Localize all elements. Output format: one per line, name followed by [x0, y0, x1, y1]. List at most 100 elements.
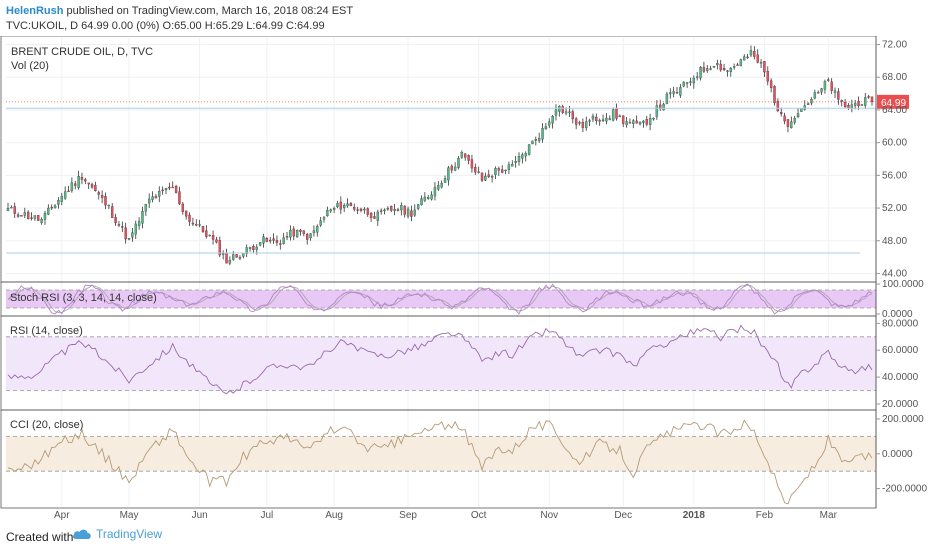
candle-body — [548, 121, 551, 126]
candle-body — [692, 77, 696, 84]
candle-body — [870, 96, 874, 103]
candle-body — [766, 71, 769, 82]
last-price-label: 64.99 — [881, 98, 906, 109]
candle-body — [127, 238, 131, 240]
candle-body — [776, 101, 780, 112]
candle-body — [356, 209, 359, 211]
candle-body — [521, 154, 524, 159]
candle-body — [652, 117, 655, 120]
candle-body — [80, 176, 84, 180]
rsi-band — [6, 336, 876, 391]
candle-body — [689, 81, 692, 83]
candle-body — [285, 236, 289, 238]
candle-body — [282, 237, 285, 244]
price-chart[interactable]: 64.99 Apr May Jun Jul Aug Sep Oct Nov Dec 2018 Feb… — [0, 36, 932, 524]
y-tick-label: 60.00 — [882, 138, 907, 149]
candle-body — [615, 108, 618, 119]
candle-body — [504, 169, 507, 172]
candle-body — [642, 120, 645, 123]
candle-body — [753, 51, 756, 57]
candle-body — [662, 103, 665, 111]
candle-body — [581, 121, 585, 128]
candle-body — [736, 64, 739, 66]
candle-body — [269, 239, 272, 242]
chart-header: HelenRush published on TradingView.com, … — [0, 0, 932, 36]
candle-body — [773, 86, 776, 104]
candle-body — [464, 153, 467, 158]
y-tick-label: 52.00 — [882, 203, 907, 214]
candle-body — [137, 221, 141, 226]
candle-body — [827, 79, 830, 81]
y-tick-label: 72.00 — [882, 40, 907, 51]
y-tick-label: 48.00 — [882, 236, 907, 247]
candle-body — [43, 212, 47, 220]
author-link[interactable]: HelenRush — [6, 5, 64, 17]
candle-body — [84, 179, 87, 182]
candle-body — [50, 206, 53, 209]
candle-body — [184, 210, 188, 217]
x-tick-label: Mar — [820, 510, 838, 521]
candle-body — [622, 115, 625, 124]
candle-body — [90, 184, 94, 188]
candle-body — [790, 121, 793, 129]
candle-body — [195, 224, 198, 226]
candle-body — [682, 81, 685, 87]
candle-body — [6, 208, 10, 211]
candle-body — [857, 101, 860, 107]
chart-title: BRENT CRUDE OIL, D, TVC — [11, 46, 153, 58]
candle-body — [494, 168, 497, 175]
tradingview-brand[interactable]: TradingView — [72, 527, 162, 541]
candle-body — [342, 205, 346, 209]
candle-body — [97, 192, 100, 195]
candle-body — [379, 210, 383, 212]
candle-body — [117, 224, 121, 226]
candle-body — [406, 208, 410, 217]
candle-body — [208, 234, 211, 237]
candle-body — [10, 206, 13, 209]
candle-body — [840, 100, 843, 102]
candle-body — [413, 209, 416, 216]
candle-body — [410, 210, 413, 217]
candle-body — [158, 190, 161, 197]
rsi-line — [7, 324, 873, 395]
candle-body — [242, 253, 245, 257]
candle-body — [349, 203, 353, 207]
candle-body — [514, 161, 517, 163]
candle-body — [729, 68, 732, 72]
candle-body — [628, 122, 632, 124]
candle-body — [326, 210, 329, 217]
candle-body — [453, 166, 457, 171]
x-tick-label: Dec — [614, 510, 632, 521]
candle-body — [33, 215, 37, 219]
publish-text: published on TradingView.com, March 16, … — [63, 5, 354, 17]
rsi-tick-label: 20.0000 — [882, 399, 919, 410]
candle-body — [53, 205, 57, 209]
candle-body — [817, 92, 820, 94]
candle-body — [336, 203, 339, 208]
candle-body — [131, 232, 134, 238]
candle-body — [675, 92, 679, 94]
candle-body — [558, 106, 561, 112]
candle-body — [178, 191, 181, 205]
candle-body — [860, 104, 864, 106]
candle-body — [564, 111, 568, 114]
candle-body — [433, 187, 437, 197]
candle-body — [793, 118, 796, 123]
candle-body — [57, 200, 60, 205]
candle-body — [450, 165, 453, 171]
candle-body — [531, 140, 534, 145]
candle-body — [228, 260, 232, 264]
stoch-rsi-tick-label: 100.0000 — [882, 279, 924, 290]
candle-body — [655, 105, 659, 117]
x-tick-label: 2018 — [683, 510, 706, 521]
candle-body — [490, 176, 494, 178]
candle-body — [544, 126, 548, 129]
candle-body — [23, 212, 27, 216]
candle-body — [134, 223, 137, 235]
rsi-label: RSI (14, close) — [10, 325, 83, 337]
candle-body — [568, 111, 571, 113]
candle-body — [47, 207, 50, 215]
candle-body — [154, 196, 158, 199]
candle-body — [26, 211, 30, 219]
candle-body — [312, 230, 316, 233]
